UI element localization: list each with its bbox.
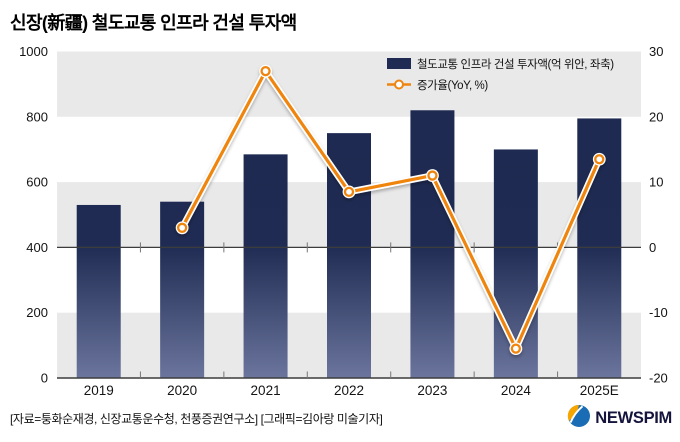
x-axis-category-label: 2020 — [167, 383, 197, 398]
right-axis-tick-label: 10 — [649, 175, 663, 190]
bar-2019 — [76, 204, 121, 378]
bar-2021 — [243, 154, 288, 378]
legend-line-label: 증가율(YoY, %) — [417, 79, 488, 92]
newspim-logo-text: NEWSPIM — [595, 409, 672, 427]
line-marker — [594, 154, 605, 165]
line-marker — [427, 170, 438, 181]
line-marker — [176, 222, 188, 233]
right-axis-tick-label: -10 — [649, 305, 668, 320]
left-axis-tick-label: 800 — [26, 109, 48, 124]
bar-2024 — [493, 149, 538, 378]
x-axis-category-label: 2025E — [580, 383, 619, 398]
growth-line-series — [175, 64, 606, 356]
x-axis-category-label: 2019 — [84, 383, 114, 398]
left-axis-tick-label: 200 — [26, 305, 48, 320]
newspim-logo: NEWSPIM — [566, 403, 672, 434]
line-marker — [510, 343, 522, 354]
grid-band — [57, 51, 641, 117]
x-axis-category-label: 2022 — [334, 383, 364, 398]
newspim-logo-icon — [566, 403, 592, 434]
left-axis-tick-label: 1000 — [19, 44, 48, 59]
page-title: 신장(新疆) 철도교통 인프라 건설 투자액 — [10, 13, 297, 33]
x-axis-category-label: 2023 — [417, 383, 447, 398]
left-axis-tick-label: 600 — [26, 175, 48, 190]
x-axis-category-label: 2021 — [251, 383, 281, 398]
legend-item-bar: 철도교통 인프라 건설 투자액(억 위안, 좌축) — [387, 57, 614, 71]
left-axis-tick-label: 0 — [41, 371, 48, 386]
legend: 철도교통 인프라 건설 투자액(억 위안, 좌축) 증가율(YoY, %) — [387, 57, 614, 92]
x-axis-category-label: 2024 — [501, 383, 532, 398]
line-marker — [260, 65, 271, 77]
legend-item-line: 증가율(YoY, %) — [387, 78, 614, 92]
source-credit: [자료=퉁화순재경, 신장교통운수청, 천풍증권연구소] [그래픽=김아랑 미술… — [10, 412, 383, 426]
left-axis-tick-label: 400 — [26, 240, 48, 255]
legend-bar-label: 철도교통 인프라 건설 투자액(억 위안, 좌축) — [417, 58, 614, 71]
line-marker — [343, 186, 355, 198]
right-axis-tick-label: -20 — [649, 371, 668, 386]
bar-2023 — [410, 110, 455, 379]
right-axis-tick-label: 20 — [649, 109, 663, 124]
line-marker-icon — [387, 78, 411, 91]
right-axis-tick-label: 0 — [649, 240, 656, 255]
bar-swatch-icon — [387, 58, 411, 69]
right-axis-tick-label: 30 — [649, 44, 663, 59]
